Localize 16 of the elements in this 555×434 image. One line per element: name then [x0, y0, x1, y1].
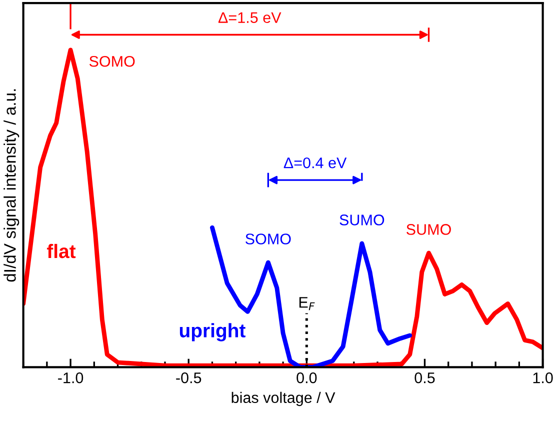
x-tick-label: -1.0 [58, 372, 84, 384]
x-tick-label: -0.5 [176, 372, 202, 384]
x-tick-label: 0.0 [296, 372, 317, 384]
text: Δ=1.5 eV [218, 12, 282, 23]
ref-line-label: E$_{F}$ [299, 297, 315, 310]
series-label: flat [46, 244, 76, 258]
x-tick-label: 1.0 [533, 372, 553, 384]
series-label: upright [180, 323, 246, 342]
annotation: SOMO [246, 234, 291, 244]
x-tick-label: 0.5 [414, 372, 435, 384]
annotation: SUMO [406, 224, 451, 235]
y-axis-title: dI/dV signal intensity / a.u. [4, 89, 20, 282]
annotation: SOMO [89, 56, 135, 67]
annotation: SUMO [340, 214, 384, 226]
annotation: Δ=0.4 eV [284, 157, 347, 168]
x-axis-title: bias voltage / V [232, 392, 336, 406]
